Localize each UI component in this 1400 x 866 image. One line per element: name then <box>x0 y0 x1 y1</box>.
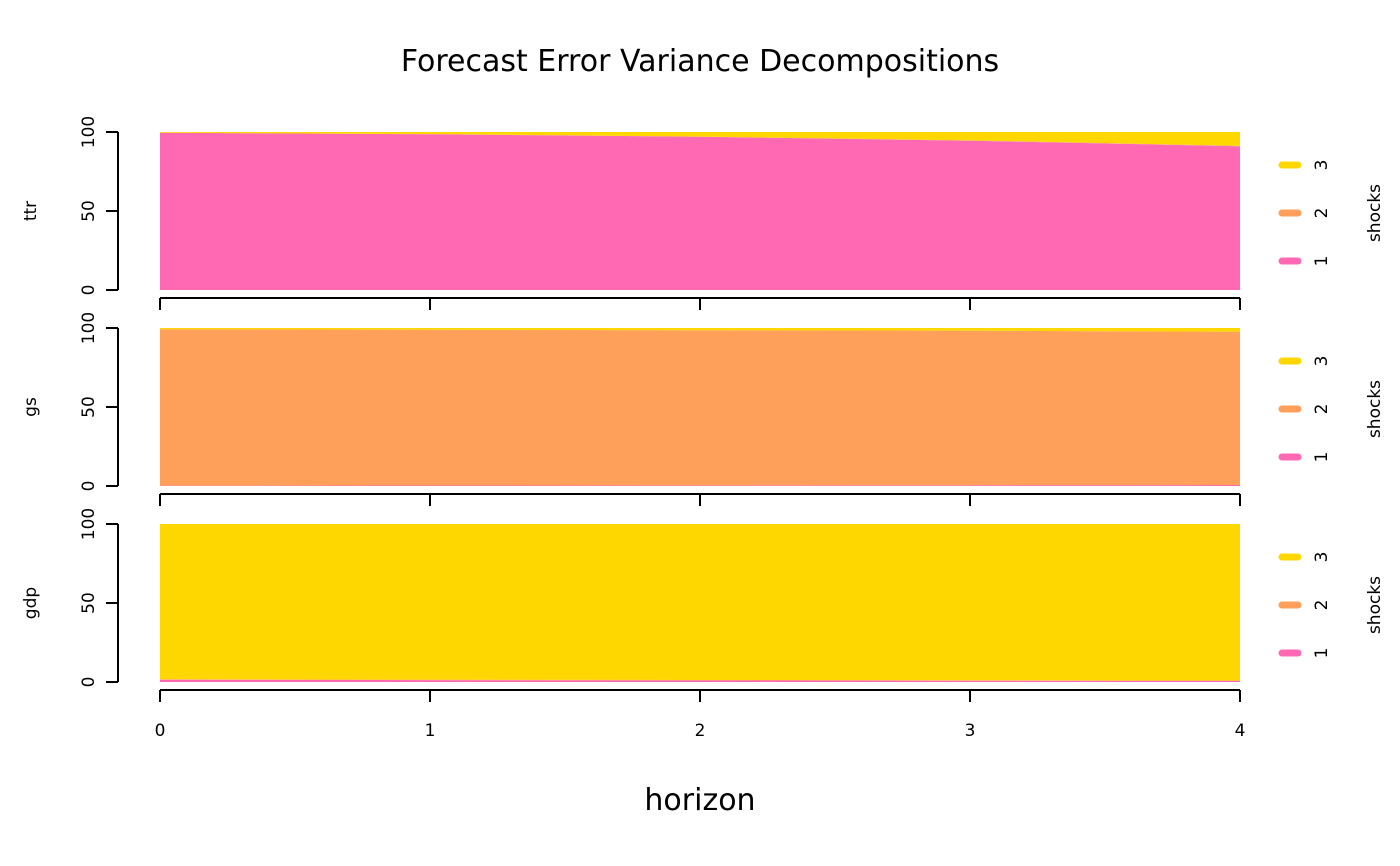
y-tick-label-gdp-50: 50 <box>79 592 99 614</box>
area-ttr-shock-1 <box>160 132 1240 290</box>
x-tick-label-3: 3 <box>965 721 976 741</box>
panel-label-ttr: ttr <box>21 201 41 221</box>
legend-label-gs-2: 2 <box>1312 404 1332 415</box>
x-tick-label-2: 2 <box>695 721 706 741</box>
y-tick-label-gs-0: 0 <box>79 481 99 492</box>
legend-gs: 1 2 3 shocks <box>1278 356 1385 463</box>
y-tick-label-gs-100: 100 <box>79 312 99 344</box>
legend-label-ttr-2: 2 <box>1312 208 1332 219</box>
area-gdp-shock-2 <box>160 679 1240 682</box>
x-tick-label-0: 0 <box>155 721 166 741</box>
y-tick-label-gs-50: 50 <box>79 396 99 418</box>
y-tick-label-ttr-50: 50 <box>79 200 99 222</box>
legend-title-gdp: shocks <box>1365 576 1385 634</box>
legend-label-gdp-1: 1 <box>1312 648 1332 659</box>
chart-title: Forecast Error Variance Decompositions <box>401 44 999 79</box>
x-tick-label-1: 1 <box>425 721 436 741</box>
legend-label-ttr-1: 1 <box>1312 256 1332 267</box>
legend-label-gdp-3: 3 <box>1312 552 1332 563</box>
y-tick-label-ttr-0: 0 <box>79 285 99 296</box>
legend-ttr: 1 2 3 shocks <box>1278 160 1385 267</box>
x-axis: 0 1 2 3 4 <box>155 721 1246 741</box>
x-tick-label-4: 4 <box>1235 721 1246 741</box>
x-axis-label: horizon <box>644 783 755 818</box>
area-gs-shock-1 <box>160 485 1240 486</box>
panel-gs: 0 50 100 gs 1 2 3 shocks <box>21 312 1385 506</box>
legend-label-gs-1: 1 <box>1312 452 1332 463</box>
panel-label-gdp: gdp <box>21 587 41 619</box>
legend-label-gdp-2: 2 <box>1312 600 1332 611</box>
panel-label-gs: gs <box>21 397 41 417</box>
area-ttr-shock-3 <box>160 132 1240 146</box>
y-tick-label-gdp-100: 100 <box>79 508 99 540</box>
area-gs-shock-3 <box>160 328 1240 332</box>
area-gdp-shock-3 <box>160 524 1240 681</box>
panel-gdp: 0 50 100 gdp 1 2 3 shocks <box>21 508 1385 702</box>
panel-ttr: 0 50 100 ttr 1 2 3 shocks <box>21 116 1385 310</box>
panels: 050100ttr123shocks050100gs123shocks05010… <box>21 116 1385 702</box>
legend-title-ttr: shocks <box>1365 184 1385 242</box>
legend-label-ttr-3: 3 <box>1312 160 1332 171</box>
legend-label-gs-3: 3 <box>1312 356 1332 367</box>
legend-gdp: 1 2 3 shocks <box>1278 552 1385 659</box>
legend-title-gs: shocks <box>1365 380 1385 438</box>
y-tick-label-ttr-100: 100 <box>79 116 99 148</box>
area-gdp-shock-1 <box>160 679 1240 682</box>
area-gs-shock-2 <box>160 329 1240 486</box>
y-tick-label-gdp-0: 0 <box>79 677 99 688</box>
